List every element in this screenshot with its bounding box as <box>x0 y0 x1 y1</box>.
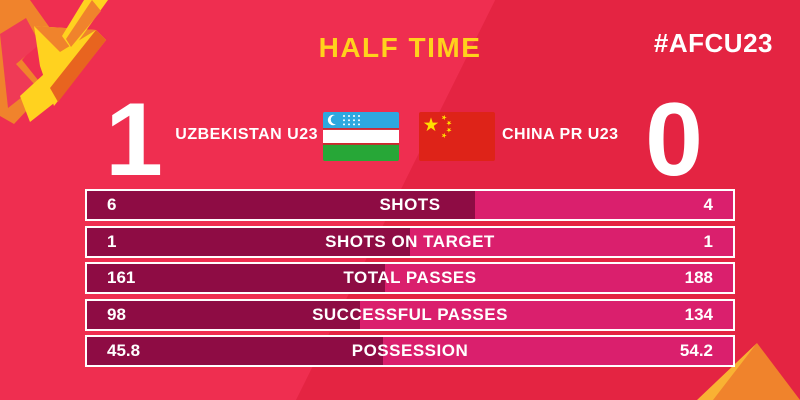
stat-row: 6 SHOTS 4 <box>85 189 735 221</box>
stat-bar-home-fill <box>87 191 475 219</box>
away-score: 0 <box>645 82 703 198</box>
home-team-name: UZBEKISTAN U23 <box>175 126 318 143</box>
stat-label: SHOTS <box>379 195 441 214</box>
stat-home-value: 6 <box>107 195 117 214</box>
stat-away-value: 188 <box>684 268 713 287</box>
stat-row: 161 TOTAL PASSES 188 <box>85 262 735 294</box>
stat-away-value: 134 <box>684 304 713 324</box>
away-team-name: CHINA PR U23 <box>502 126 619 143</box>
stat-row: 98 SUCCESSFUL PASSES 134 <box>85 298 735 331</box>
stat-bar-home-fill <box>87 264 385 292</box>
stat-home-value: 45.8 <box>107 341 141 360</box>
corner-star-accent-icon <box>697 343 800 400</box>
stat-bar-home-fill <box>87 337 383 365</box>
stat-away-value: 54.2 <box>679 341 713 360</box>
china-flag-icon <box>419 112 495 161</box>
afc-star-logo-icon <box>0 0 108 124</box>
stat-label: TOTAL PASSES <box>343 268 477 287</box>
stat-home-value: 1 <box>107 231 117 251</box>
hashtag-label: #AFCU23 <box>653 28 773 58</box>
stat-row: 45.8 POSSESSION 54.2 <box>85 335 735 367</box>
stat-label: POSSESSION <box>351 341 469 360</box>
stat-away-value: 4 <box>703 195 713 214</box>
stat-bar-home-fill <box>87 227 410 256</box>
stat-away-value: 1 <box>703 231 713 251</box>
uzbekistan-flag-icon <box>323 112 399 161</box>
stat-label: SHOTS ON TARGET <box>325 231 495 251</box>
home-score: 1 <box>105 82 163 198</box>
stat-bar-home-fill <box>87 300 360 329</box>
stat-row: 1 SHOTS ON TARGET 1 <box>85 225 735 258</box>
stats-table: 6 SHOTS 4 1 SHOTS ON TARGET 1 161 TOTAL … <box>85 189 735 372</box>
stat-home-value: 161 <box>107 268 136 287</box>
stat-label: SUCCESSFUL PASSES <box>312 304 508 324</box>
stat-home-value: 98 <box>107 304 126 324</box>
halftime-title: HALF TIME <box>318 32 482 63</box>
